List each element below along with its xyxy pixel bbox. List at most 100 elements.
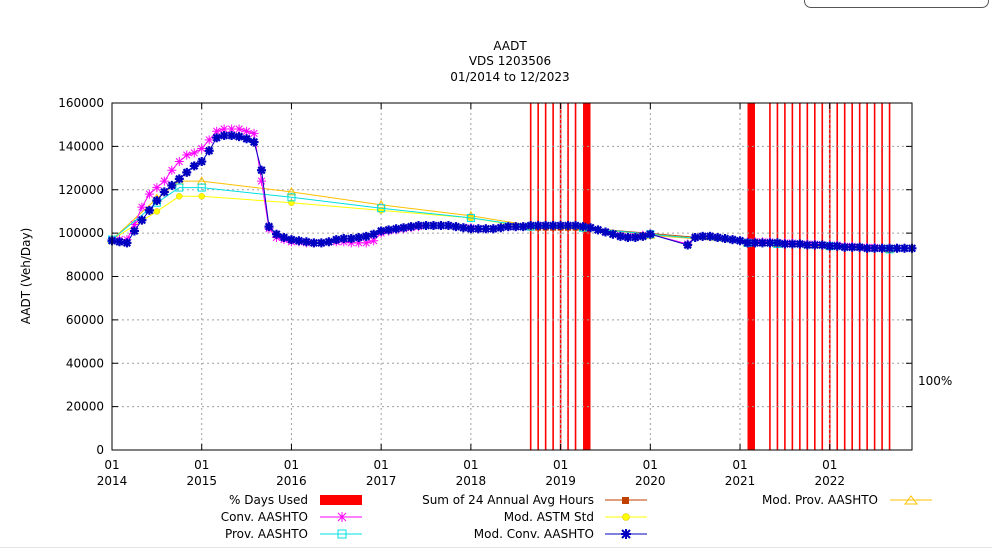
- data-point: [331, 235, 341, 245]
- data-point: [271, 229, 281, 239]
- data-point: [466, 224, 476, 234]
- bottom-divider: [0, 547, 992, 548]
- legend-swatch-sum-24: [605, 497, 647, 504]
- x-tick-month: 01: [374, 458, 389, 472]
- legend-label-sum-24: Sum of 24 Annual Avg Hours: [422, 493, 594, 507]
- data-point: [586, 223, 596, 233]
- data-point: [600, 227, 610, 237]
- data-point: [198, 193, 205, 200]
- data-point: [324, 237, 334, 247]
- legend-label-prov: Prov. AASHTO: [225, 527, 308, 541]
- data-point: [533, 221, 543, 231]
- data-point: [885, 243, 895, 253]
- data-point: [189, 148, 199, 158]
- y-tick-label: 100000: [58, 226, 104, 240]
- data-point: [167, 165, 177, 175]
- data-point: [227, 124, 237, 134]
- data-point: [227, 131, 237, 141]
- data-point: [488, 224, 498, 234]
- legend-label-mod-prov: Mod. Prov. AASHTO: [762, 493, 878, 507]
- data-point: [526, 221, 536, 231]
- data-point: [690, 232, 700, 242]
- data-point: [698, 231, 708, 241]
- legend-label-astm: Mod. ASTM Std: [504, 510, 594, 524]
- data-point: [152, 196, 162, 206]
- data-point: [683, 240, 693, 250]
- data-point: [847, 242, 857, 252]
- legend-swatch-conv: [320, 512, 362, 522]
- y-tick-label: 40000: [66, 356, 104, 370]
- legend-swatch-days-used: [320, 495, 362, 505]
- x-tick-year: 2015: [186, 474, 217, 488]
- data-point: [578, 222, 588, 232]
- data-point: [705, 231, 715, 241]
- data-point: [772, 238, 782, 248]
- data-point: [242, 134, 252, 144]
- data-point: [176, 193, 183, 200]
- data-point: [503, 222, 513, 232]
- data-point: [369, 229, 379, 239]
- data-point: [249, 128, 259, 138]
- data-point: [234, 132, 244, 142]
- legend-label-conv: Conv. AASHTO: [221, 510, 308, 524]
- series-5: [107, 131, 917, 253]
- data-point: [144, 189, 154, 199]
- x-tick-year: 2022: [814, 474, 845, 488]
- legend-label-days-used: % Days Used: [229, 493, 308, 507]
- data-point: [249, 137, 259, 147]
- data-point: [713, 232, 723, 242]
- data-point: [159, 187, 169, 197]
- x-tick-month: 01: [284, 458, 299, 472]
- data-point: [377, 204, 386, 213]
- chart-subtitle-station: VDS 1203506: [469, 54, 551, 68]
- data-point: [361, 231, 371, 241]
- data-point: [563, 221, 573, 231]
- x-tick-year: 2014: [97, 474, 128, 488]
- data-point: [219, 124, 229, 134]
- data-point: [182, 150, 192, 160]
- x-tick-year: 2016: [276, 474, 307, 488]
- data-point: [204, 135, 214, 145]
- y-tick-label: 60000: [66, 313, 104, 327]
- data-point: [219, 131, 229, 141]
- data-point: [735, 236, 745, 246]
- data-point: [316, 238, 326, 248]
- legend-label-mod-conv: Mod. Conv. AASHTO: [474, 527, 594, 541]
- data-point: [197, 183, 206, 192]
- data-point: [354, 232, 364, 242]
- data-point: [204, 146, 214, 156]
- data-point: [346, 234, 356, 244]
- data-point: [466, 213, 475, 222]
- data-point: [286, 235, 296, 245]
- data-point: [787, 239, 797, 249]
- data-point: [212, 133, 222, 143]
- data-point: [496, 223, 506, 233]
- data-point: [197, 144, 207, 154]
- data-point: [175, 183, 184, 192]
- data-point: [153, 208, 161, 215]
- x-tick-month: 01: [194, 458, 209, 472]
- data-point: [832, 241, 842, 251]
- data-point: [743, 238, 753, 248]
- data-point: [862, 243, 872, 253]
- data-point: [645, 229, 655, 239]
- right-percent-label: 100%: [918, 374, 952, 388]
- x-tick-year: 2020: [635, 474, 666, 488]
- data-point: [518, 222, 528, 232]
- chart-title: AADT: [493, 39, 527, 53]
- data-point: [354, 238, 364, 248]
- data-point: [152, 183, 162, 193]
- data-point: [802, 240, 812, 250]
- y-tick-label: 80000: [66, 270, 104, 284]
- data-point: [473, 224, 483, 234]
- data-point: [481, 224, 491, 234]
- x-tick-year: 2017: [366, 474, 397, 488]
- series-layer: [107, 124, 917, 254]
- data-point: [257, 165, 267, 175]
- y-tick-label: 140000: [58, 139, 104, 153]
- data-point: [608, 229, 618, 239]
- data-point: [795, 239, 805, 249]
- data-point: [720, 234, 730, 244]
- data-point: [174, 174, 184, 184]
